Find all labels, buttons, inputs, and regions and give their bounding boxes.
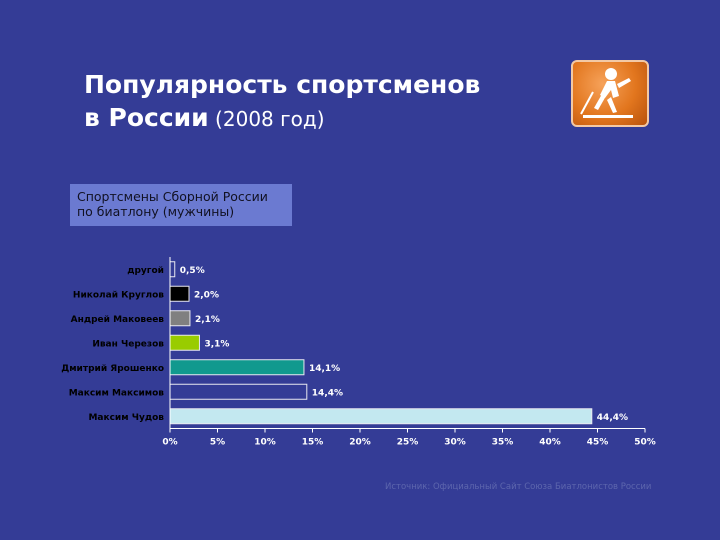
x-tick-label: 25% (397, 438, 419, 448)
page-title: Популярность спортсменов в России (2008 … (84, 68, 480, 136)
data-label: 14,4% (312, 388, 343, 398)
data-label: 2,0% (194, 290, 219, 300)
category-label: Максим Чудов (88, 413, 164, 423)
data-label: 2,1% (195, 315, 220, 325)
data-label: 44,4% (597, 413, 628, 423)
x-tick-label: 40% (539, 438, 561, 448)
category-label: Максим Максимов (69, 388, 165, 398)
data-label: 3,1% (204, 339, 229, 349)
category-label: Иван Черезов (92, 339, 164, 349)
x-tick-label: 20% (349, 438, 371, 448)
x-tick-label: 0% (162, 438, 177, 448)
category-label: другой (127, 266, 164, 276)
bar (169, 408, 593, 425)
biathlon-skier-icon (580, 68, 633, 118)
x-tick-label: 50% (634, 438, 656, 448)
bar (169, 359, 305, 376)
data-label: 0,5% (180, 266, 205, 276)
title-year: (2008 год) (208, 107, 325, 131)
subtitle-line-2: по биатлону (мужчины) (77, 204, 235, 219)
x-tick-label: 35% (492, 438, 514, 448)
title-line-1: Популярность спортсменов (84, 70, 481, 99)
bar (169, 261, 176, 278)
data-label: 14,1% (309, 364, 340, 374)
x-tick-label: 45% (587, 438, 609, 448)
category-label: Николай Круглов (73, 290, 164, 300)
x-tick-label: 15% (302, 438, 324, 448)
bar (169, 383, 308, 400)
subtitle-box: Спортсмены Сборной России по биатлону (м… (70, 184, 292, 226)
biathlon-logo (571, 60, 649, 127)
x-tick-label: 10% (254, 438, 276, 448)
subtitle-line-1: Спортсмены Сборной России (77, 189, 268, 204)
bar (169, 334, 200, 351)
source-note: Источник: Официальный Сайт Союза Биатлон… (385, 482, 652, 492)
bar (169, 310, 191, 327)
x-tick-label: 30% (444, 438, 466, 448)
bar (169, 285, 190, 302)
x-tick-label: 5% (210, 438, 225, 448)
title-line-2: в России (84, 103, 209, 132)
category-label: Дмитрий Ярошенко (61, 364, 164, 374)
category-label: Андрей Маковеев (71, 315, 165, 325)
